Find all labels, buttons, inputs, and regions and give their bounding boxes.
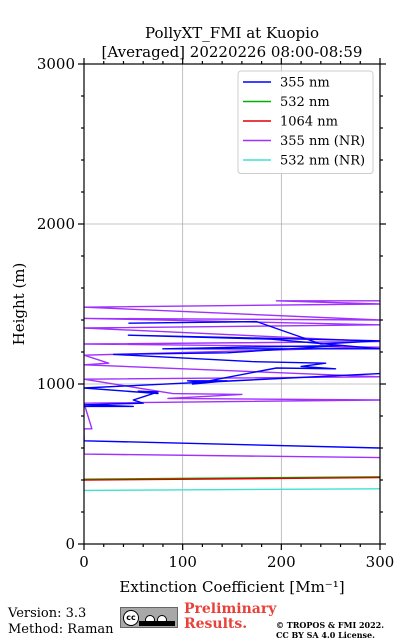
plot-frame — [83, 63, 381, 545]
y-axis-label: Height (m) — [10, 263, 28, 346]
preliminary-notice: Preliminary Results. — [184, 602, 276, 632]
x-axis-label: Extinction Coefficient [Mm⁻¹] — [119, 578, 344, 596]
y-tick-label: 0 — [65, 535, 75, 553]
legend-label: 355 nm — [280, 76, 330, 91]
x-tick-label: 0 — [79, 553, 89, 571]
y-tick-label: 3000 — [37, 55, 75, 73]
footer-info: Version: 3.3 Method: Raman — [8, 606, 114, 638]
y-tick-label: 2000 — [37, 215, 75, 233]
copyright-notice: © TROPOS & FMI 2022. CC BY SA 4.0 Licens… — [276, 620, 384, 640]
cc-logo-icon: cc — [123, 610, 139, 626]
y-tick-label: 1000 — [37, 375, 75, 393]
legend-label: 1064 nm — [280, 115, 338, 130]
license-strip — [139, 621, 175, 626]
x-tick-label: 100 — [168, 553, 197, 571]
series-line-355-nm-nr- — [84, 300, 380, 459]
x-tick-label: 200 — [267, 553, 296, 571]
method-text: Method: Raman — [8, 622, 114, 637]
series-lines — [84, 300, 380, 492]
x-tick-label: 300 — [366, 553, 395, 571]
legend-label: 355 nm (NR) — [280, 134, 365, 149]
preliminary-line-1: Preliminary — [184, 601, 277, 617]
chart-subtitle: [Averaged] 20220226 08:00-08:59 — [102, 43, 363, 61]
legend-box — [237, 70, 374, 174]
series-line-1064-nm — [84, 476, 380, 481]
copyright-line-2: CC BY SA 4.0 License. — [276, 630, 375, 640]
legend: 355 nm 532 nm 1064 nm 355 nm (NR) 532 nm (NR… — [237, 70, 374, 174]
cc-by-sa-badge-icon: cc — [120, 607, 178, 628]
series-line-532-nm-nr- — [84, 488, 380, 492]
preliminary-line-2: Results. — [184, 616, 248, 632]
chart-title: PollyXT_FMI at Kuopio — [145, 24, 319, 42]
license-dots-icon — [145, 610, 175, 625]
legend-label: 532 nm — [280, 95, 330, 110]
extinction-chart: PollyXT_FMI at Kuopio [Averaged] 2022022… — [10, 24, 395, 596]
series-line-532-nm — [84, 476, 380, 480]
legend-label: 532 nm (NR) — [280, 154, 365, 169]
copyright-line-1: © TROPOS & FMI 2022. — [276, 620, 385, 630]
version-text: Version: 3.3 — [8, 606, 87, 621]
series-line-355-nm — [84, 320, 380, 449]
